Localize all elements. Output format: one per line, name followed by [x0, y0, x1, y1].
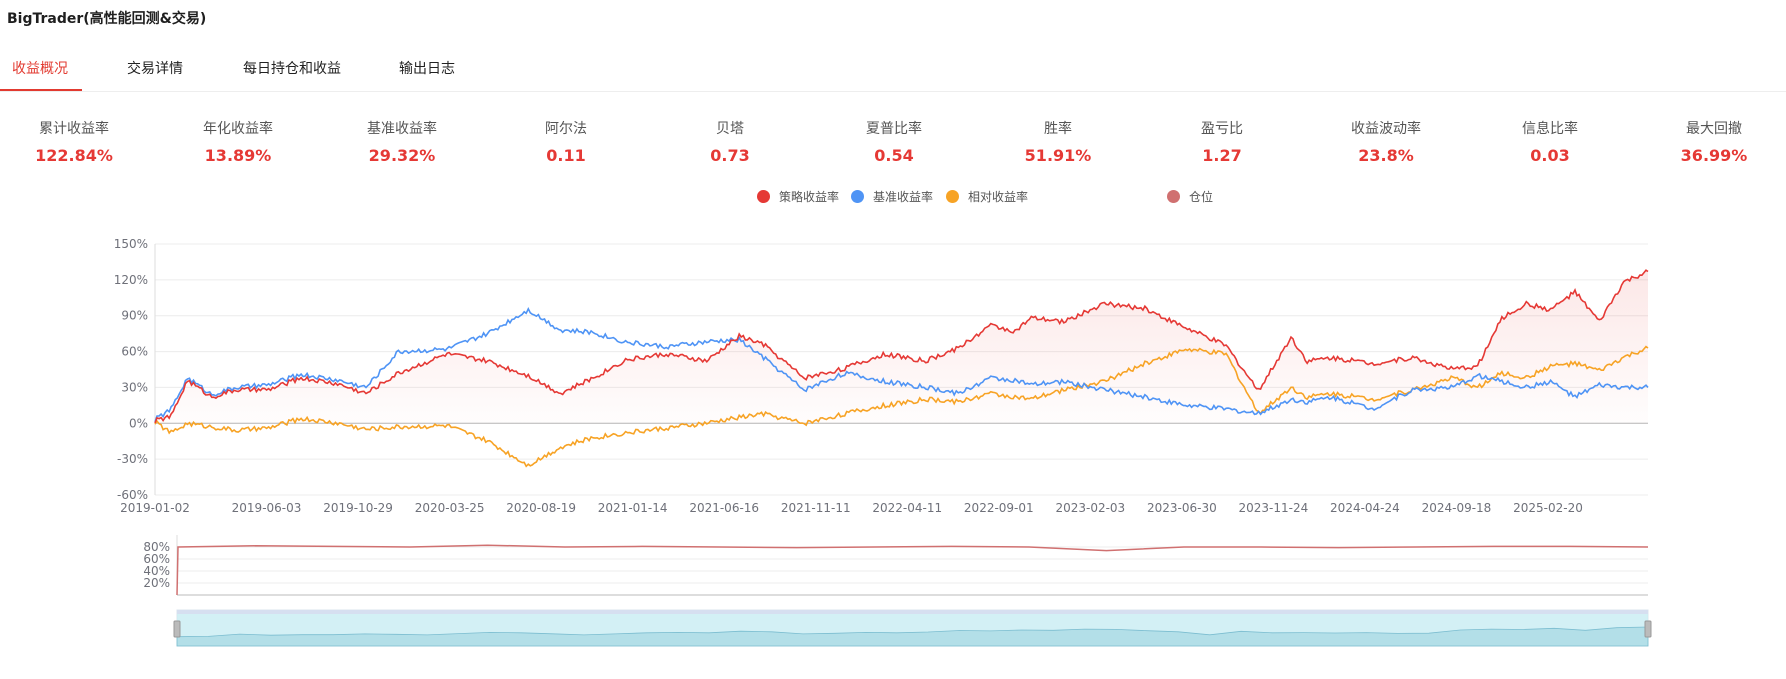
metric-value: 0.11 [546, 146, 586, 165]
x-tick-label: 2023-06-30 [1147, 501, 1217, 515]
metric-label: 夏普比率 [866, 121, 922, 137]
x-tick-label: 2021-06-16 [689, 501, 759, 515]
x-tick-label: 2020-03-25 [415, 501, 485, 515]
metric-win-rate: 胜率 51.91% [988, 118, 1128, 165]
metric-value: 36.99% [1680, 146, 1748, 165]
x-axis: 2019-01-02 2019-06-03 2019-10-29 2020-03-25… [120, 501, 1583, 515]
tab-output-log[interactable]: 输出日志 [399, 61, 455, 77]
zoom-handle-right[interactable] [1644, 620, 1652, 638]
metric-cumulative-return: 累计收益率 122.84% [4, 118, 144, 165]
x-tick-label: 2024-04-24 [1330, 501, 1400, 515]
x-tick-label: 2022-04-11 [872, 501, 942, 515]
metric-label: 最大回撤 [1686, 121, 1742, 137]
metric-benchmark-return: 基准收益率 29.32% [332, 118, 472, 165]
chart-legend: 策略收益率 基准收益率 相对收益率 仓位 [0, 188, 1786, 208]
y-tick-label: 120% [114, 273, 148, 287]
position-y-tick: 40% [143, 564, 170, 578]
position-line [176, 544, 1649, 596]
series-line-0 [154, 269, 1649, 424]
tab-bar: 收益概况 交易详情 每日持仓和收益 输出日志 [0, 48, 1786, 92]
y-tick-label: -60% [117, 488, 148, 502]
metric-sharpe-ratio: 夏普比率 0.54 [824, 118, 964, 165]
series-line-2 [154, 345, 1649, 468]
series-layer [154, 269, 1649, 468]
app-title: BigTrader(高性能回测&交易) [7, 11, 207, 27]
metric-max-drawdown: 最大回撤 36.99% [1644, 118, 1784, 165]
series-line-1 [154, 306, 1649, 423]
metric-label: 阿尔法 [545, 121, 587, 137]
position-y-tick: 80% [143, 540, 170, 554]
metric-label: 胜率 [1044, 121, 1072, 137]
metrics-row: 累计收益率 122.84% 年化收益率 13.89% 基准收益率 29.32% … [0, 118, 1786, 168]
metric-label: 贝塔 [716, 121, 744, 137]
x-tick-label: 2022-09-01 [964, 501, 1034, 515]
zoom-handle-left[interactable] [173, 620, 181, 638]
metric-label: 年化收益率 [203, 121, 273, 137]
x-tick-label: 2019-10-29 [323, 501, 393, 515]
active-tab-indicator [0, 89, 82, 91]
x-tick-label: 2019-01-02 [120, 501, 190, 515]
metric-label: 盈亏比 [1201, 121, 1243, 137]
legend-label: 相对收益率 [968, 190, 1029, 204]
metric-profit-loss-ratio: 盈亏比 1.27 [1152, 118, 1292, 165]
legend-label: 仓位 [1189, 190, 1214, 204]
y-axis: -60% -30% 0% 30% 60% 90% 120% 150% [114, 237, 148, 502]
zoom-mini-chart [176, 626, 1649, 647]
legend-item-position[interactable]: 仓位 [1167, 188, 1213, 205]
metric-return-volatility: 收益波动率 23.8% [1316, 118, 1456, 165]
metric-information-ratio: 信息比率 0.03 [1480, 118, 1620, 165]
y-tick-label: 30% [121, 380, 148, 394]
metric-value: 122.84% [35, 146, 113, 165]
x-tick-label: 2023-11-24 [1239, 501, 1309, 515]
metric-beta: 贝塔 0.73 [660, 118, 800, 165]
x-tick-label: 2020-08-19 [506, 501, 576, 515]
legend-dot-icon [946, 190, 959, 203]
legend-dot-icon [757, 190, 770, 203]
legend-item-relative[interactable]: 相对收益率 [946, 188, 1028, 205]
x-tick-label: 2025-02-20 [1513, 501, 1583, 515]
metric-annualized-return: 年化收益率 13.89% [168, 118, 308, 165]
y-tick-label: 0% [129, 416, 148, 430]
metric-label: 信息比率 [1522, 121, 1578, 137]
metric-value: 23.8% [1358, 146, 1414, 165]
tab-return-overview[interactable]: 收益概况 [12, 61, 68, 77]
position-y-tick: 60% [143, 552, 170, 566]
y-tick-label: 60% [121, 345, 148, 359]
position-y-tick: 20% [143, 576, 170, 590]
legend-dot-icon [851, 190, 864, 203]
metric-value: 13.89% [204, 146, 272, 165]
metric-value: 0.03 [1530, 146, 1570, 165]
metric-value: 0.73 [710, 146, 750, 165]
tab-daily-positions[interactable]: 每日持仓和收益 [243, 61, 341, 77]
x-tick-label: 2021-01-14 [598, 501, 668, 515]
metric-label: 收益波动率 [1351, 121, 1421, 137]
zoom-top-bar [177, 610, 1648, 614]
tab-trade-details[interactable]: 交易详情 [127, 61, 183, 77]
metric-label: 累计收益率 [39, 121, 109, 137]
zoom-slider [173, 609, 1652, 647]
strategy-area [155, 270, 1648, 424]
legend-item-strategy[interactable]: 策略收益率 [757, 188, 839, 205]
y-tick-label: 150% [114, 237, 148, 251]
legend-label: 策略收益率 [779, 190, 840, 204]
metric-value: 0.54 [874, 146, 914, 165]
metric-label: 基准收益率 [367, 121, 437, 137]
position-chart: 20%40%60%80% [143, 535, 1649, 596]
metric-value: 1.27 [1202, 146, 1242, 165]
x-tick-label: 2023-02-03 [1055, 501, 1125, 515]
legend-label: 基准收益率 [873, 190, 934, 204]
y-tick-label: 90% [121, 309, 148, 323]
x-tick-label: 2019-06-03 [232, 501, 302, 515]
metric-value: 29.32% [368, 146, 436, 165]
metric-alpha: 阿尔法 0.11 [496, 118, 636, 165]
y-tick-label: -30% [117, 452, 148, 466]
metric-value: 51.91% [1024, 146, 1092, 165]
x-tick-label: 2021-11-11 [781, 501, 851, 515]
x-tick-label: 2024-09-18 [1422, 501, 1492, 515]
tab-divider [0, 91, 1786, 92]
legend-item-benchmark[interactable]: 基准收益率 [851, 188, 933, 205]
legend-dot-icon [1167, 190, 1180, 203]
